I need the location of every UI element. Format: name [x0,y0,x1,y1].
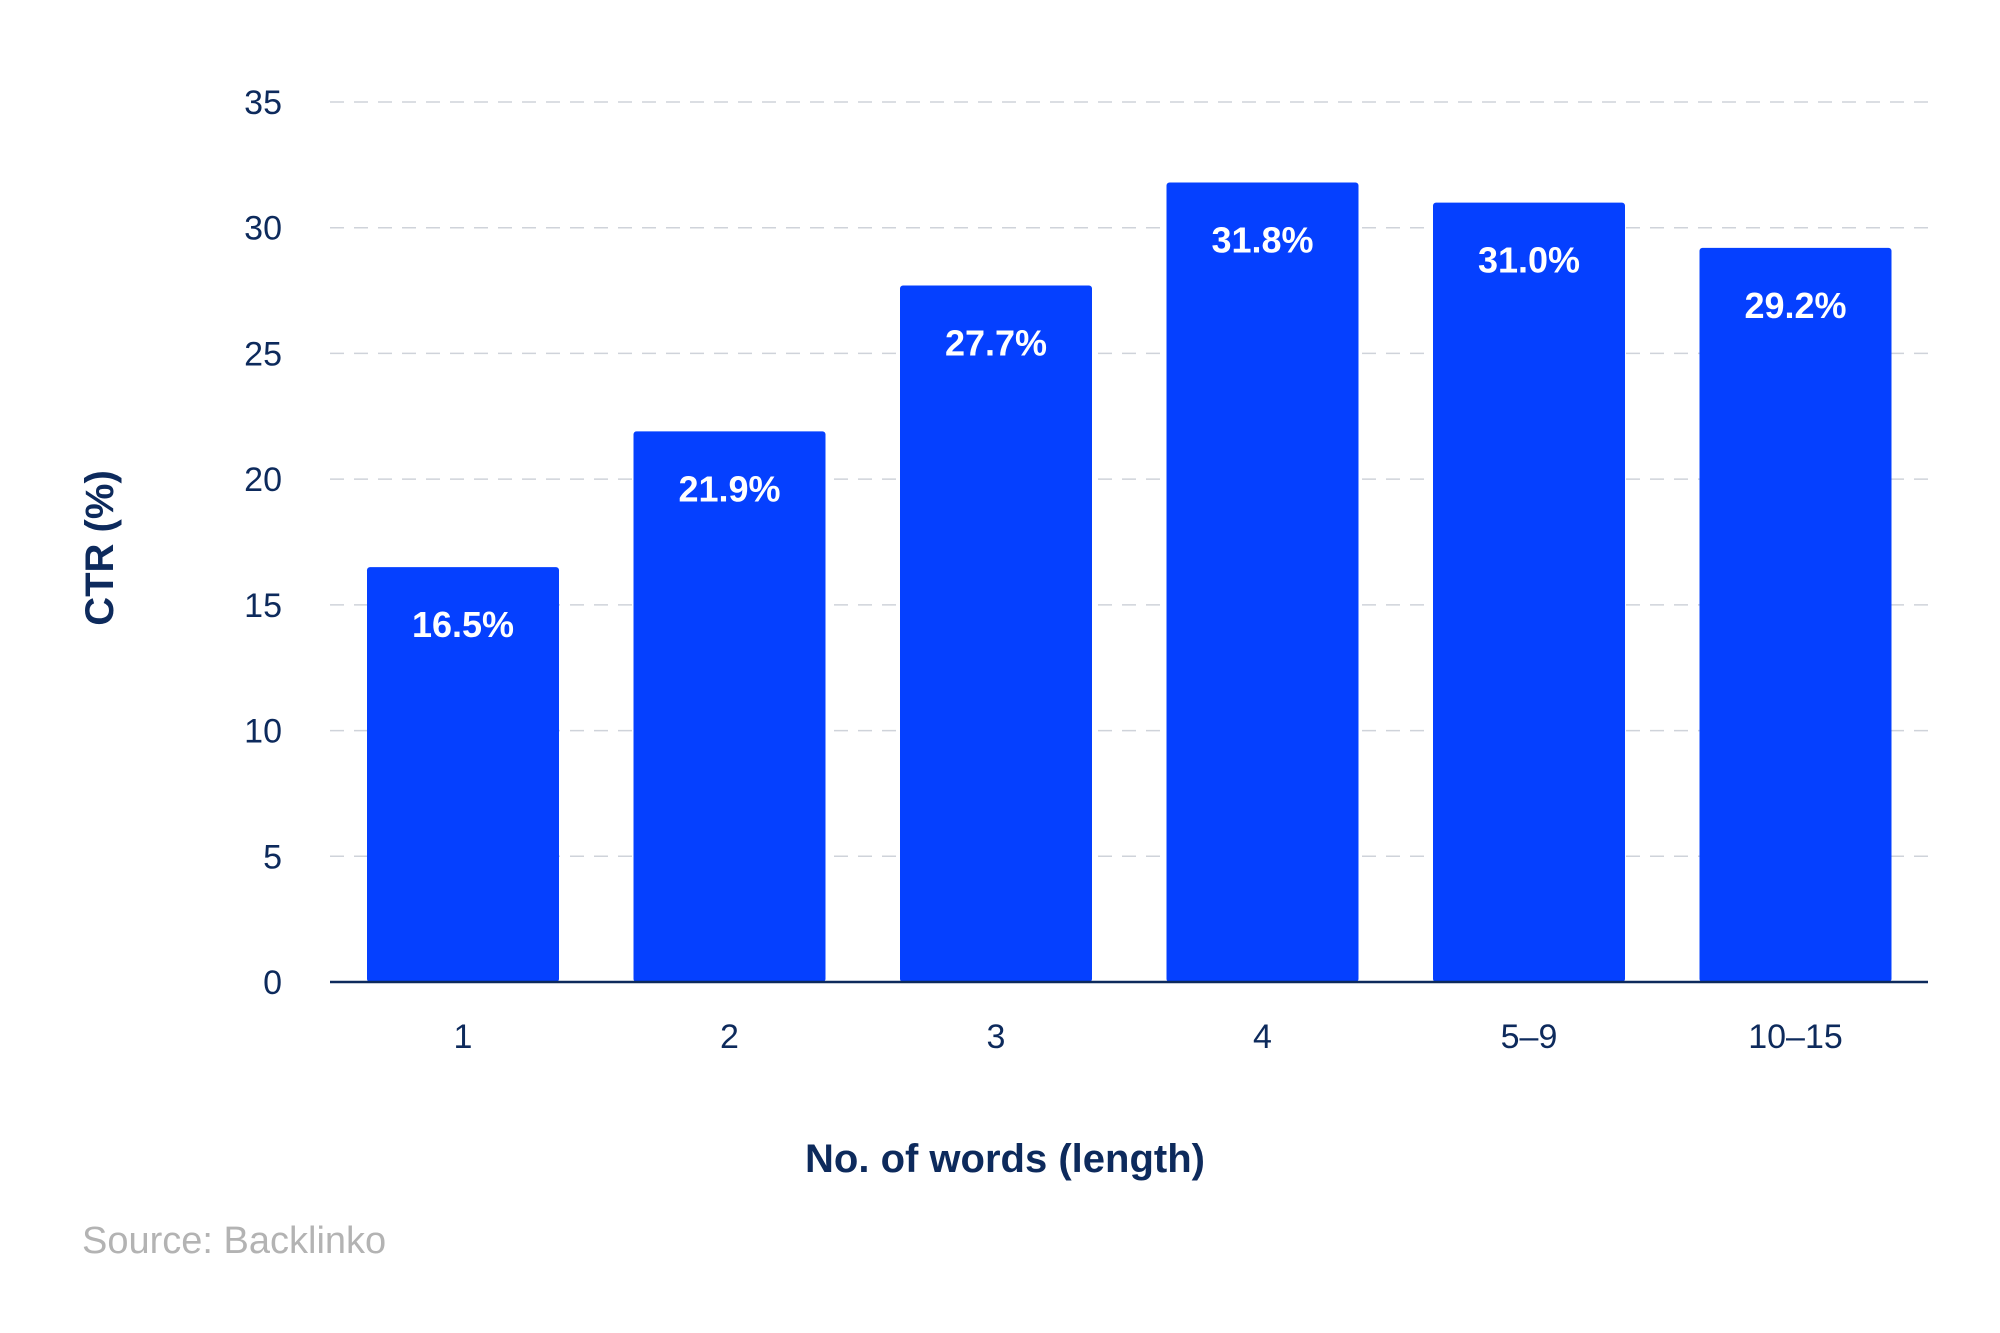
bar-2 [633,431,826,982]
bar-data-label: 31.8% [1211,219,1313,260]
bar-1 [367,567,559,982]
y-tick-label: 25 [244,335,282,373]
bars [367,182,1892,983]
bar-6 [1699,247,1892,983]
x-tick-label: 10–15 [1748,1018,1843,1056]
bar-data-label: 27.7% [945,323,1047,364]
gridlines [330,101,1928,858]
bar-4 [1166,182,1359,982]
x-tick-labels: 1 2 3 4 5–9 10–15 [454,1018,1843,1056]
x-tick-label: 2 [720,1018,739,1056]
y-tick-label: 10 [244,713,282,751]
y-tick-label: 35 [244,84,282,122]
y-tick-label: 5 [263,838,282,876]
x-tick-label: 4 [1253,1018,1272,1056]
x-axis-title: No. of words (length) [805,1137,1205,1181]
bar-5 [1433,202,1625,983]
y-tick-labels: 0 5 10 15 20 25 30 35 [244,84,282,1002]
y-tick-label: 0 [263,964,282,1002]
y-tick-label: 20 [244,461,282,499]
x-tick-label: 5–9 [1501,1018,1558,1056]
x-tick-label: 3 [987,1018,1006,1056]
bar-data-label: 21.9% [678,468,780,509]
y-tick-label: 15 [244,587,282,625]
bar-3 [900,285,1092,982]
bar-data-label: 16.5% [412,604,514,645]
bar-data-labels: 16.5% 21.9% 27.7% 31.8% 31.0% 29.2% [412,219,1847,645]
bar-data-label: 29.2% [1744,285,1846,326]
source-note: Source: Backlinko [82,1220,387,1262]
y-axis-title: CTR (%) [78,470,122,626]
y-tick-label: 30 [244,210,282,248]
bar-data-label: 31.0% [1478,240,1580,281]
x-tick-label: 1 [454,1018,473,1056]
